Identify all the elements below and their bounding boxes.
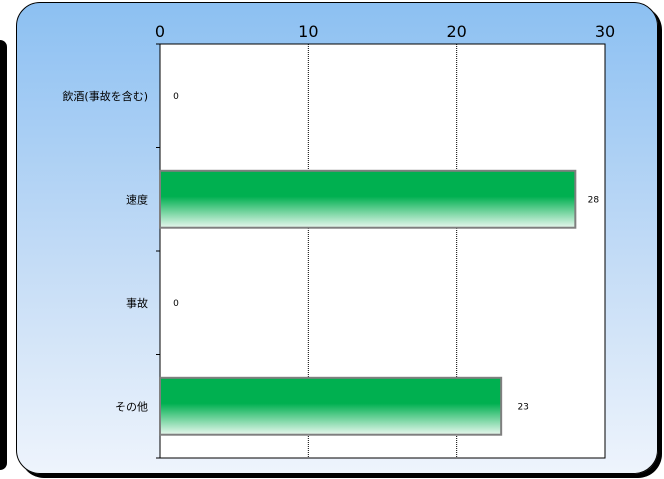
category-label: その他 bbox=[115, 400, 148, 413]
category-label: 飲酒(事故を含む) bbox=[62, 89, 148, 103]
x-tick-label: 10 bbox=[298, 22, 318, 41]
data-label: 28 bbox=[588, 195, 600, 205]
bar bbox=[159, 169, 577, 229]
bar bbox=[159, 376, 503, 436]
data-label: 0 bbox=[173, 92, 179, 102]
data-label: 0 bbox=[173, 299, 179, 309]
x-tick-label: 20 bbox=[446, 22, 466, 41]
data-label: 23 bbox=[517, 402, 528, 412]
x-tick-label: 30 bbox=[595, 22, 615, 41]
category-label: 速度 bbox=[126, 192, 148, 206]
category-label: 事故 bbox=[126, 296, 148, 310]
left-panel-edge bbox=[0, 40, 7, 470]
x-tick-label: 0 bbox=[155, 22, 165, 41]
